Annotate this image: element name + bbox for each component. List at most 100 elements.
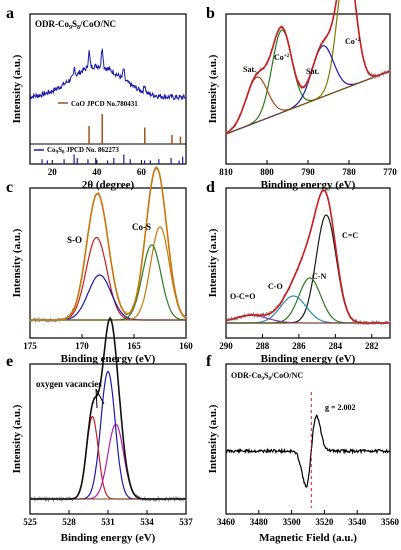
x-tick-label-0: 3460 [217, 517, 236, 527]
panel-b-x-ticks: 810 800 790 780 770 [219, 160, 397, 177]
fit-component-2 [225, 45, 391, 135]
panel-f-ylabel: Intensity (a.u.) [207, 404, 219, 473]
panel-letter-f: f [206, 353, 212, 370]
x-tick-label-1: 40 [92, 167, 102, 177]
panel-d: 290 288 286 284 282 Binding energy (eV) Inte… [207, 187, 391, 365]
panel-c-plot [29, 165, 187, 324]
background-line [225, 70, 391, 135]
panel-e-ylabel: Intensity (a.u.) [11, 404, 23, 473]
x-tick-label-0: 810 [219, 167, 233, 177]
x-tick-label-2: 165 [127, 341, 141, 351]
x-tick-label-2: 790 [301, 167, 315, 177]
panel-c-x-ticks: 175 170 165 160 [23, 334, 193, 351]
panel-d-annot-ocoo: O-C=O [230, 292, 255, 301]
panel-a-coo-reference [88, 114, 182, 144]
x-tick-label-0: 175 [23, 341, 37, 351]
x-tick-label-3: 3520 [315, 517, 334, 527]
panel-b-xlabel: Binding energy (eV) [261, 179, 356, 191]
panel-e-x-ticks: 525 528 531 534 537 [23, 510, 193, 527]
panel-a-legend1-text: CoO JPCD No.780431 [71, 100, 138, 108]
panel-b-annot-co1: Co+2 [274, 53, 290, 62]
panel-c-frame [29, 187, 187, 339]
fit-envelope [30, 317, 186, 500]
fit-component-2 [30, 423, 186, 500]
x-tick-label-2: 286 [292, 341, 306, 351]
x-tick-label-5: 3560 [381, 517, 400, 527]
x-tick-label-1: 3480 [250, 517, 269, 527]
panel-letter-c: c [6, 179, 13, 196]
x-tick-label-4: 3540 [348, 517, 367, 527]
x-tick-label-4: 282 [365, 341, 379, 351]
panel-f-xlabel: Magnetic Field (a.u.) [259, 532, 357, 544]
panel-d-annot-cn: C-N [312, 272, 326, 281]
x-tick-label-3: 284 [329, 341, 343, 351]
panel-b-plot [225, 0, 391, 135]
fit-envelope [30, 166, 187, 321]
panel-c-ylabel: Intensity (a.u.) [11, 228, 23, 297]
panel-a-xlabel: 2θ (degree) [82, 179, 135, 191]
panel-b-ylabel: Intensity (a.u.) [207, 54, 219, 123]
fit-component-0 [30, 236, 186, 321]
x-tick-label-2: 3500 [283, 517, 302, 527]
panel-d-xlabel: Binding energy (eV) [261, 353, 356, 365]
x-tick-label-0: 525 [23, 517, 37, 527]
panel-d-annot-co: C-O [268, 282, 283, 291]
fit-component-1 [30, 415, 186, 500]
panel-b-annot-sat2: Sat. [306, 67, 319, 76]
x-tick-label-1: 288 [256, 341, 270, 351]
panel-a-co9s8-reference [41, 154, 184, 164]
panel-e: 525 528 531 534 537 Binding energy (eV) Inte… [11, 315, 193, 544]
panel-c-xlabel: Binding energy (eV) [61, 353, 156, 365]
panel-f-frame [225, 363, 391, 515]
panel-a: ODR-Co9S8/CoO/NC CoO JPCD No.780431 Co9S… [11, 13, 187, 191]
panel-b-frame [225, 13, 391, 165]
panel-c-annot-so: S-O [67, 235, 82, 245]
panel-d-annot-cc: C=C [342, 231, 358, 240]
panel-b-annot-sat1: Sat. [243, 65, 256, 74]
panel-a-title: ODR-Co9S8/CoO/NC [35, 19, 116, 31]
panel-f-x-ticks: 3460 3480 3500 3520 3540 3560 [217, 510, 400, 527]
panel-b: 810 800 790 780 770 Binding energy (eV) Inte… [207, 0, 397, 191]
x-tick-label-4: 537 [179, 517, 193, 527]
x-tick-label-0: 290 [219, 341, 233, 351]
panel-a-legend2-text: Co9S8 JPCD No. 862273 [47, 146, 119, 156]
panel-e-arrow1 [95, 388, 98, 409]
panel-e-xlabel: Binding energy (eV) [61, 532, 156, 544]
panel-a-xrd-pattern [29, 47, 187, 101]
panel-b-annot-co2: Co+2 [345, 37, 361, 46]
fit-envelope [225, 0, 391, 134]
fit-component-3 [30, 244, 186, 321]
panel-f-plot [225, 392, 390, 508]
panel-c: 175 170 165 160 Binding energy (eV) Intensi… [11, 165, 193, 365]
x-tick-label-4: 770 [383, 167, 397, 177]
x-tick-label-1: 170 [75, 341, 89, 351]
fit-component-3 [225, 314, 390, 324]
fit-envelope [225, 189, 390, 324]
raw-spectrum [29, 315, 187, 503]
panel-d-frame [225, 187, 391, 339]
panel-letter-e: e [6, 353, 13, 370]
panel-letter-b: b [206, 5, 215, 22]
epr-signal [225, 414, 390, 488]
panel-a-ylabel: Intensity (a.u.) [11, 54, 23, 123]
x-tick-label-1: 528 [62, 517, 76, 527]
panel-e-arrow2 [95, 388, 105, 405]
panel-e-annot-ov: oxygen vacancies [36, 379, 102, 389]
x-tick-label-1: 800 [260, 167, 274, 177]
panel-c-annot-cos: Co-S [132, 222, 151, 232]
panel-d-x-ticks: 290 288 286 284 282 [219, 334, 379, 351]
panel-a-x-ticks: 20 40 60 [48, 160, 147, 177]
panel-e-plot [29, 315, 187, 503]
x-tick-label-3: 160 [179, 341, 193, 351]
panel-d-plot [225, 188, 391, 326]
fit-component-0 [226, 214, 390, 324]
panel-d-ylabel: Intensity (a.u.) [207, 228, 219, 297]
panel-f: ODR-Co9S8/CoO/NC 3460 3480 3500 3520 3540 356… [207, 363, 400, 544]
x-tick-label-0: 20 [48, 167, 58, 177]
x-tick-label-3: 780 [342, 167, 356, 177]
panel-f-annot-g: g = 2.002 [325, 403, 356, 412]
fit-component-0 [30, 370, 186, 500]
x-tick-label-2: 531 [101, 517, 115, 527]
x-tick-label-2: 60 [137, 167, 147, 177]
